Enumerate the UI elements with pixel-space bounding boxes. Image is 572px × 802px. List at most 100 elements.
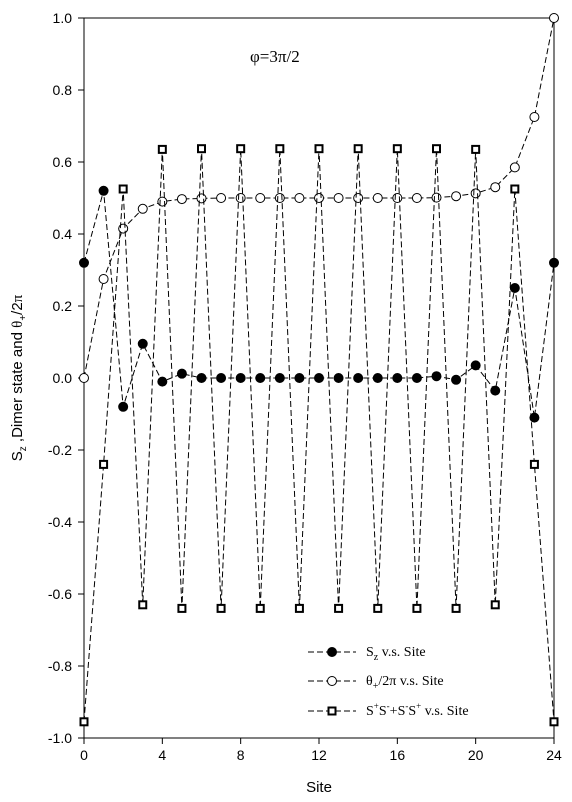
- data-point-filled-circle: [196, 373, 207, 383]
- data-point-open-square: [236, 144, 246, 154]
- data-point-open-square: [490, 600, 500, 610]
- data-point-filled-circle: [392, 373, 403, 383]
- data-point-open-square: [373, 603, 383, 613]
- legend-label-sz: Sz v.s. Site: [366, 645, 426, 663]
- data-point-filled-circle: [431, 371, 442, 382]
- legend-item-theta: θ+/2π v.s. Site: [308, 674, 444, 692]
- x-tick-label: 0: [80, 747, 88, 763]
- data-point-filled-circle: [411, 373, 422, 383]
- legend-marker-open-square: [327, 706, 337, 716]
- data-point-filled-circle: [529, 412, 540, 423]
- legend-marker-filled-circle: [327, 647, 337, 657]
- data-point-filled-circle: [372, 373, 383, 383]
- data-point-open-square: [118, 184, 128, 194]
- y-tick-label: -1.0: [48, 730, 72, 746]
- data-point-filled-circle: [216, 373, 227, 383]
- x-tick-label: 16: [390, 747, 406, 763]
- series-open-square: [79, 144, 559, 727]
- legend-label-theta: θ+/2π v.s. Site: [366, 674, 444, 692]
- axis-ticks: 0 4 8 12 16 20 24 -1.0 -0.8 -0.6 -0.4 -0.2 0.0 0.2 0.4…: [48, 10, 562, 763]
- legend-label-dimer: S+S-+S-S+ v.s. Site: [366, 701, 469, 719]
- data-point-open-circle: [137, 203, 148, 214]
- data-point-open-circle: [157, 196, 168, 207]
- y-tick-label: 0.6: [53, 154, 73, 170]
- data-point-open-square: [79, 717, 89, 727]
- data-point-open-square: [549, 717, 559, 727]
- y-tick-label: -0.6: [48, 586, 72, 602]
- y-tick-label: -0.8: [48, 658, 72, 674]
- data-point-open-square: [177, 603, 187, 613]
- data-point-filled-circle: [79, 257, 89, 268]
- series-line-open-square: [83, 148, 555, 722]
- data-point-open-square: [471, 144, 481, 154]
- data-point-filled-circle: [176, 368, 187, 379]
- data-point-open-circle: [372, 193, 383, 203]
- data-point-open-circle: [392, 193, 403, 203]
- data-point-open-square: [275, 144, 285, 154]
- phi-annotation: φ=3π/2: [250, 47, 300, 66]
- data-point-open-square: [412, 603, 422, 613]
- data-point-filled-circle: [157, 376, 168, 387]
- data-point-open-square: [353, 144, 363, 154]
- data-point-open-circle: [274, 193, 285, 203]
- data-point-open-square: [216, 603, 226, 613]
- data-point-filled-circle: [274, 373, 285, 383]
- data-point-open-square: [529, 459, 539, 469]
- data-point-filled-circle: [255, 373, 266, 383]
- y-tick-label: 0.8: [53, 82, 73, 98]
- data-point-filled-circle: [451, 374, 462, 385]
- data-point-open-square: [451, 603, 461, 613]
- legend-item-dimer: S+S-+S-S+ v.s. Site: [308, 701, 469, 719]
- legend-item-sz: Sz v.s. Site: [308, 645, 426, 663]
- data-point-open-circle: [509, 162, 520, 173]
- data-point-open-circle: [529, 112, 540, 122]
- data-point-open-circle: [79, 373, 89, 383]
- data-point-open-square: [197, 144, 206, 154]
- series-layer: [79, 13, 559, 727]
- x-tick-label: 20: [468, 747, 484, 763]
- data-point-open-square: [138, 600, 148, 610]
- legend: Sz v.s. Site θ+/2π v.s. Site S+S-+S-S+ v…: [308, 645, 469, 719]
- series-line-filled-circle: [83, 190, 555, 418]
- data-point-open-circle: [451, 191, 462, 202]
- x-tick-label: 8: [237, 747, 245, 763]
- data-point-open-circle: [431, 192, 442, 203]
- data-point-filled-circle: [235, 373, 246, 383]
- data-point-filled-circle: [353, 373, 364, 383]
- data-point-open-circle: [314, 193, 324, 203]
- x-axis-label: Site: [306, 779, 332, 796]
- data-point-open-square: [294, 603, 304, 613]
- x-tick-label: 4: [158, 747, 166, 763]
- data-point-open-circle: [196, 193, 207, 204]
- y-axis-label: Sz ,Dimer state and θ+/2π: [9, 294, 29, 461]
- data-point-filled-circle: [333, 373, 344, 383]
- data-point-open-square: [314, 144, 324, 154]
- x-tick-label: 24: [546, 747, 562, 763]
- legend-marker-open-circle: [327, 676, 337, 686]
- data-point-open-square: [99, 459, 109, 469]
- data-point-open-circle: [411, 193, 422, 203]
- data-point-open-circle: [549, 13, 559, 23]
- data-point-open-circle: [353, 193, 364, 203]
- y-tick-label: 0.0: [53, 370, 73, 386]
- series-open-circle: [79, 13, 559, 383]
- data-point-open-square: [334, 603, 344, 613]
- data-point-open-circle: [98, 274, 109, 284]
- data-point-filled-circle: [294, 373, 305, 383]
- y-tick-label: 1.0: [53, 10, 73, 26]
- data-point-open-square: [157, 144, 167, 154]
- y-tick-label: 0.2: [53, 298, 73, 314]
- data-point-filled-circle: [118, 401, 129, 412]
- data-point-filled-circle: [490, 385, 501, 396]
- data-point-open-circle: [216, 193, 227, 203]
- data-point-filled-circle: [314, 373, 324, 383]
- data-point-open-square: [432, 144, 441, 154]
- data-point-open-square: [255, 603, 265, 613]
- data-point-filled-circle: [470, 360, 481, 371]
- y-tick-label: -0.4: [48, 514, 72, 530]
- data-point-open-square: [392, 144, 402, 154]
- data-point-open-circle: [333, 193, 344, 203]
- data-point-open-square: [510, 184, 520, 194]
- y-tick-label: -0.2: [48, 442, 72, 458]
